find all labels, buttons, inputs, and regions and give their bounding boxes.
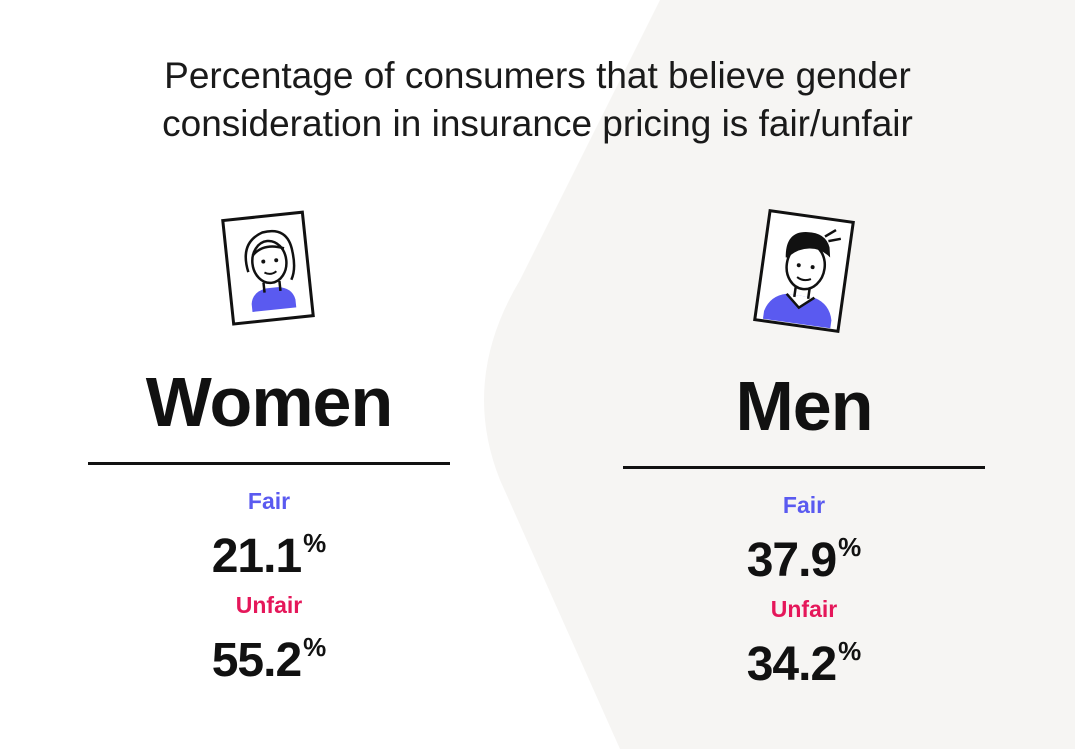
men-unfair-label: Unfair [770, 596, 838, 622]
men-fair-number: 37.9 [746, 534, 837, 587]
women-unfair-label: Unfair [235, 592, 303, 618]
women-fair-number: 21.1 [211, 530, 302, 583]
women-unfair-unit: % [303, 632, 327, 662]
man-portrait-icon [753, 208, 855, 334]
women-unfair-value: 55.2% [88, 619, 450, 689]
chart-title: Percentage of consumers that believe gen… [0, 52, 1075, 148]
men-label: Men [735, 367, 874, 445]
women-fair-stat: Fair 21.1% [88, 487, 450, 585]
men-fair-value: 37.9% [623, 519, 985, 589]
men-unfair-stat: Unfair 34.2% [623, 595, 985, 693]
men-divider [623, 466, 985, 469]
men-unfair-number: 34.2 [746, 638, 837, 691]
women-unfair-number: 55.2 [211, 634, 302, 687]
women-fair-label: Fair [247, 488, 291, 514]
men-unfair-unit: % [838, 636, 862, 666]
chart-title-line-2: consideration in insurance pricing is fa… [162, 103, 913, 144]
woman-portrait-icon [221, 210, 315, 326]
men-unfair-value: 34.2% [623, 623, 985, 693]
women-group: Women Fair 21.1% Unfair 55.2% [88, 200, 450, 689]
women-fair-unit: % [303, 528, 327, 558]
women-unfair-stat: Unfair 55.2% [88, 591, 450, 689]
chart-title-line-1: Percentage of consumers that believe gen… [164, 55, 911, 96]
men-group: Men Fair 37.9% Unfair 34.2% [623, 200, 985, 693]
men-fair-unit: % [838, 532, 862, 562]
men-fair-label: Fair [782, 492, 826, 518]
women-label: Women [145, 363, 394, 441]
men-fair-stat: Fair 37.9% [623, 491, 985, 589]
women-fair-value: 21.1% [88, 515, 450, 585]
women-divider [88, 462, 450, 465]
